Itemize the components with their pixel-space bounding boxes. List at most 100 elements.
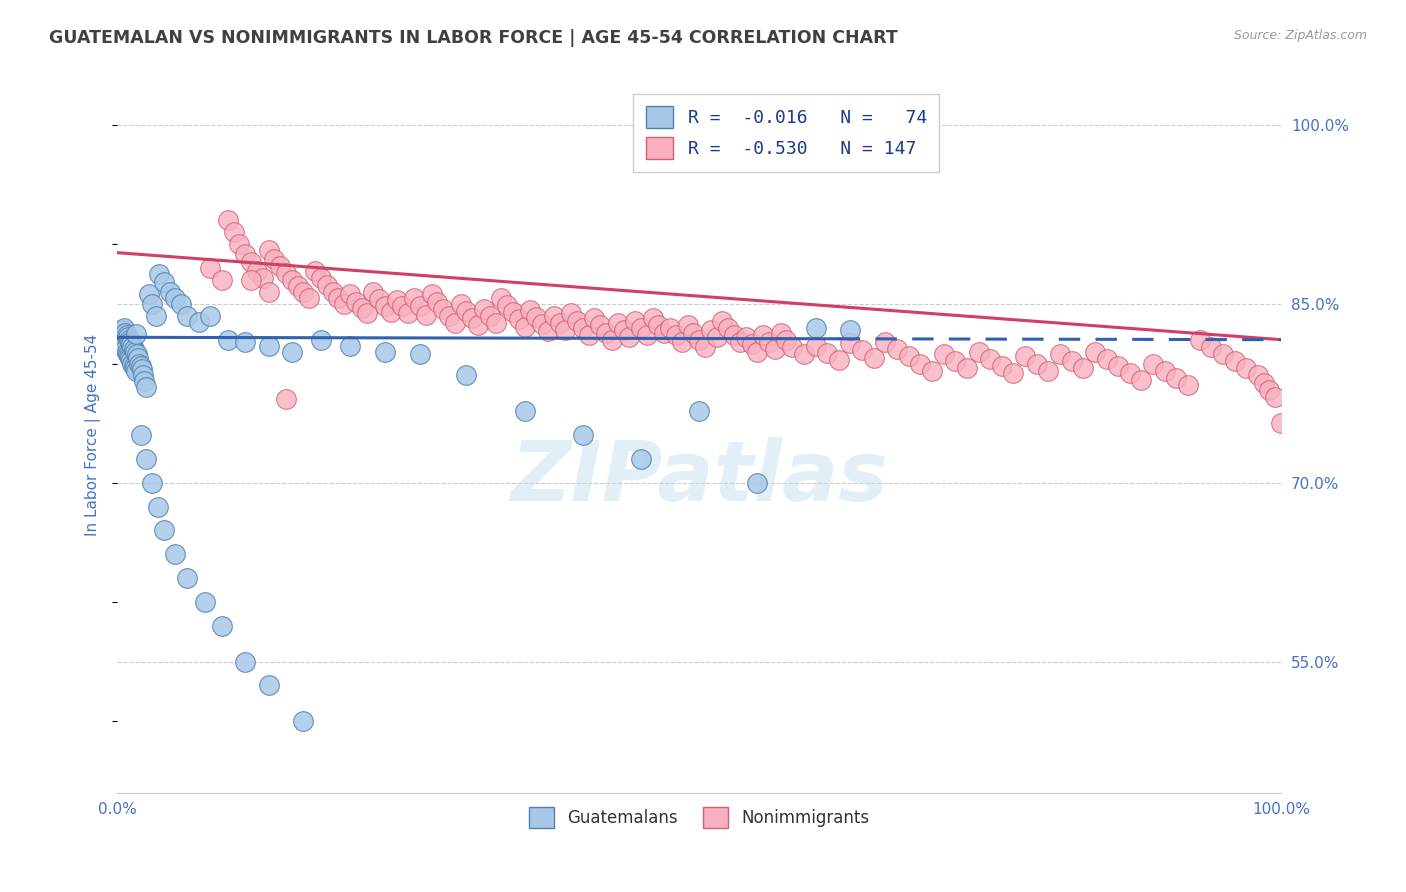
Point	[1188, 333, 1211, 347]
Point	[747, 344, 769, 359]
Point	[118, 333, 141, 347]
Point	[1270, 416, 1292, 430]
Point	[124, 344, 146, 359]
Point	[636, 327, 658, 342]
Point	[641, 311, 664, 326]
Point	[1025, 357, 1047, 371]
Point	[491, 291, 513, 305]
Point	[728, 334, 751, 349]
Point	[682, 326, 704, 340]
Point	[1166, 371, 1188, 385]
Point	[200, 309, 222, 323]
Point	[1107, 359, 1129, 373]
Point	[110, 326, 132, 341]
Point	[711, 313, 734, 327]
Point	[461, 311, 484, 326]
Point	[688, 333, 710, 347]
Point	[292, 285, 315, 299]
Point	[368, 292, 391, 306]
Text: ZIPatlas: ZIPatlas	[510, 437, 889, 518]
Point	[560, 306, 582, 320]
Point	[1153, 364, 1175, 378]
Point	[217, 333, 239, 347]
Point	[1199, 340, 1222, 354]
Point	[851, 343, 873, 358]
Point	[624, 313, 647, 327]
Point	[193, 595, 215, 609]
Point	[537, 324, 560, 338]
Point	[578, 327, 600, 342]
Point	[274, 266, 297, 280]
Point	[1130, 373, 1153, 387]
Point	[472, 301, 495, 316]
Point	[292, 714, 315, 728]
Point	[478, 309, 501, 323]
Point	[108, 333, 131, 347]
Point	[741, 337, 763, 351]
Point	[165, 547, 187, 561]
Point	[269, 259, 291, 273]
Point	[339, 287, 361, 301]
Point	[508, 312, 530, 326]
Y-axis label: In Labor Force | Age 45-54: In Labor Force | Age 45-54	[86, 334, 101, 536]
Point	[1258, 383, 1281, 397]
Point	[118, 350, 141, 364]
Point	[1014, 350, 1036, 364]
Point	[344, 294, 367, 309]
Point	[146, 500, 169, 514]
Point	[967, 344, 990, 359]
Point	[128, 357, 150, 371]
Point	[513, 319, 536, 334]
Point	[200, 261, 222, 276]
Point	[572, 320, 595, 334]
Point	[127, 351, 149, 365]
Point	[426, 294, 449, 309]
Point	[897, 350, 920, 364]
Point	[112, 323, 135, 337]
Point	[921, 364, 943, 378]
Point	[932, 347, 955, 361]
Point	[619, 330, 641, 344]
Point	[1142, 357, 1164, 371]
Point	[991, 359, 1014, 373]
Point	[148, 267, 170, 281]
Point	[437, 309, 460, 323]
Point	[125, 326, 148, 341]
Point	[548, 316, 571, 330]
Point	[233, 655, 256, 669]
Point	[263, 252, 285, 266]
Point	[723, 327, 745, 342]
Point	[706, 330, 728, 344]
Point	[120, 337, 142, 351]
Point	[111, 330, 134, 344]
Text: Source: ZipAtlas.com: Source: ZipAtlas.com	[1233, 29, 1367, 43]
Point	[217, 213, 239, 227]
Point	[228, 237, 250, 252]
Point	[456, 368, 478, 383]
Point	[828, 353, 851, 368]
Point	[187, 315, 209, 329]
Point	[135, 451, 157, 466]
Point	[333, 297, 356, 311]
Point	[450, 297, 472, 311]
Point	[1084, 344, 1107, 359]
Point	[129, 428, 152, 442]
Point	[125, 364, 148, 378]
Point	[257, 338, 280, 352]
Point	[211, 273, 233, 287]
Point	[114, 326, 136, 340]
Point	[304, 263, 326, 277]
Point	[496, 298, 519, 312]
Point	[752, 327, 775, 342]
Point	[531, 317, 554, 331]
Point	[839, 323, 862, 337]
Point	[804, 320, 827, 334]
Point	[298, 291, 321, 305]
Legend: Guatemalans, Nonimmigrants: Guatemalans, Nonimmigrants	[522, 801, 876, 834]
Point	[246, 263, 269, 277]
Point	[176, 571, 198, 585]
Point	[132, 375, 155, 389]
Point	[693, 340, 716, 354]
Point	[747, 475, 769, 490]
Point	[122, 359, 145, 373]
